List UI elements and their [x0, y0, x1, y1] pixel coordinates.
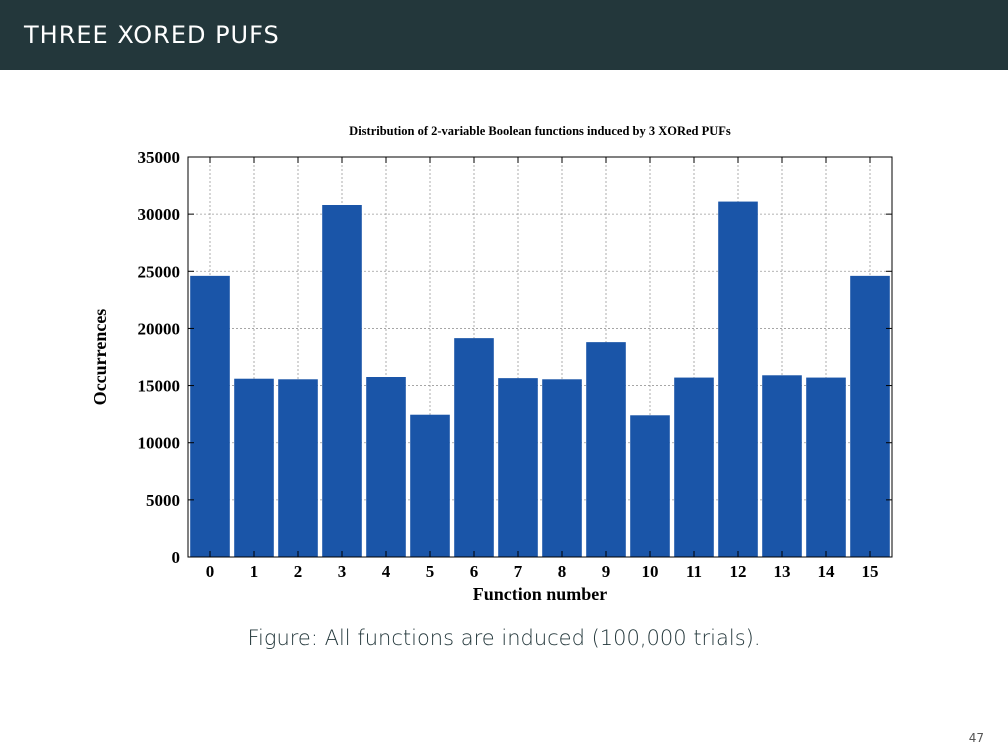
y-axis-label: Occurrences [90, 309, 110, 406]
x-tick-label: 1 [250, 562, 259, 581]
x-tick-label: 6 [470, 562, 479, 581]
bar-9 [586, 342, 626, 557]
y-tick-label: 30000 [138, 205, 181, 224]
bar-10 [630, 415, 670, 557]
x-tick-label: 5 [426, 562, 435, 581]
x-tick-label: 9 [602, 562, 611, 581]
bar-12 [718, 201, 758, 558]
x-tick-label: 7 [514, 562, 523, 581]
bar-14 [806, 377, 846, 557]
bar-2 [278, 379, 318, 557]
y-tick-label: 25000 [138, 262, 181, 281]
y-tick-label: 15000 [138, 377, 181, 396]
x-tick-label: 15 [862, 562, 879, 581]
bar-3 [322, 205, 362, 557]
y-tick-label: 0 [172, 548, 181, 567]
x-tick-label: 12 [730, 562, 747, 581]
x-axis-label: Function number [473, 584, 608, 604]
bar-1 [234, 378, 274, 557]
x-tick-label: 3 [338, 562, 347, 581]
figure-caption: Figure: All functions are induced (100,0… [0, 626, 1008, 650]
bar-7 [498, 378, 538, 557]
bar-13 [762, 375, 802, 557]
y-axis-ticks: 0 5000 10000 15000 20000 25000 30000 35000 [138, 148, 892, 567]
bar-6 [454, 338, 494, 557]
x-tick-label: 10 [642, 562, 659, 581]
slide-title: THREE XORED PUFS [24, 21, 280, 49]
x-tick-label: 8 [558, 562, 567, 581]
y-tick-label: 20000 [138, 319, 181, 338]
bars [190, 201, 890, 558]
y-tick-label: 35000 [138, 148, 181, 167]
x-tick-label: 2 [294, 562, 303, 581]
plot-frame [187, 156, 893, 558]
y-tick-label: 5000 [146, 491, 180, 510]
x-tick-label: 0 [206, 562, 215, 581]
bar-11 [674, 377, 714, 557]
caption-label: Figure: [247, 626, 318, 650]
caption-text: All functions are induced (100,000 trial… [324, 626, 761, 650]
slide-header: THREE XORED PUFS [0, 0, 1008, 70]
x-tick-label: 4 [382, 562, 391, 581]
page-number: 47 [968, 731, 984, 745]
x-tick-label: 13 [774, 562, 791, 581]
x-tick-label: 14 [818, 562, 836, 581]
x-tick-label: 11 [686, 562, 702, 581]
bar-chart: Distribution of 2-variable Boolean funct… [90, 124, 893, 604]
x-axis-ticks: 0 1 2 3 4 5 6 7 8 9 10 11 12 13 14 15 [206, 157, 879, 581]
bar-0 [190, 275, 230, 557]
bar-4 [366, 377, 406, 557]
bar-8 [542, 379, 582, 557]
bar-5 [410, 414, 450, 557]
chart-title: Distribution of 2-variable Boolean funct… [349, 124, 731, 138]
bar-15 [850, 275, 890, 557]
y-tick-label: 10000 [138, 434, 181, 453]
